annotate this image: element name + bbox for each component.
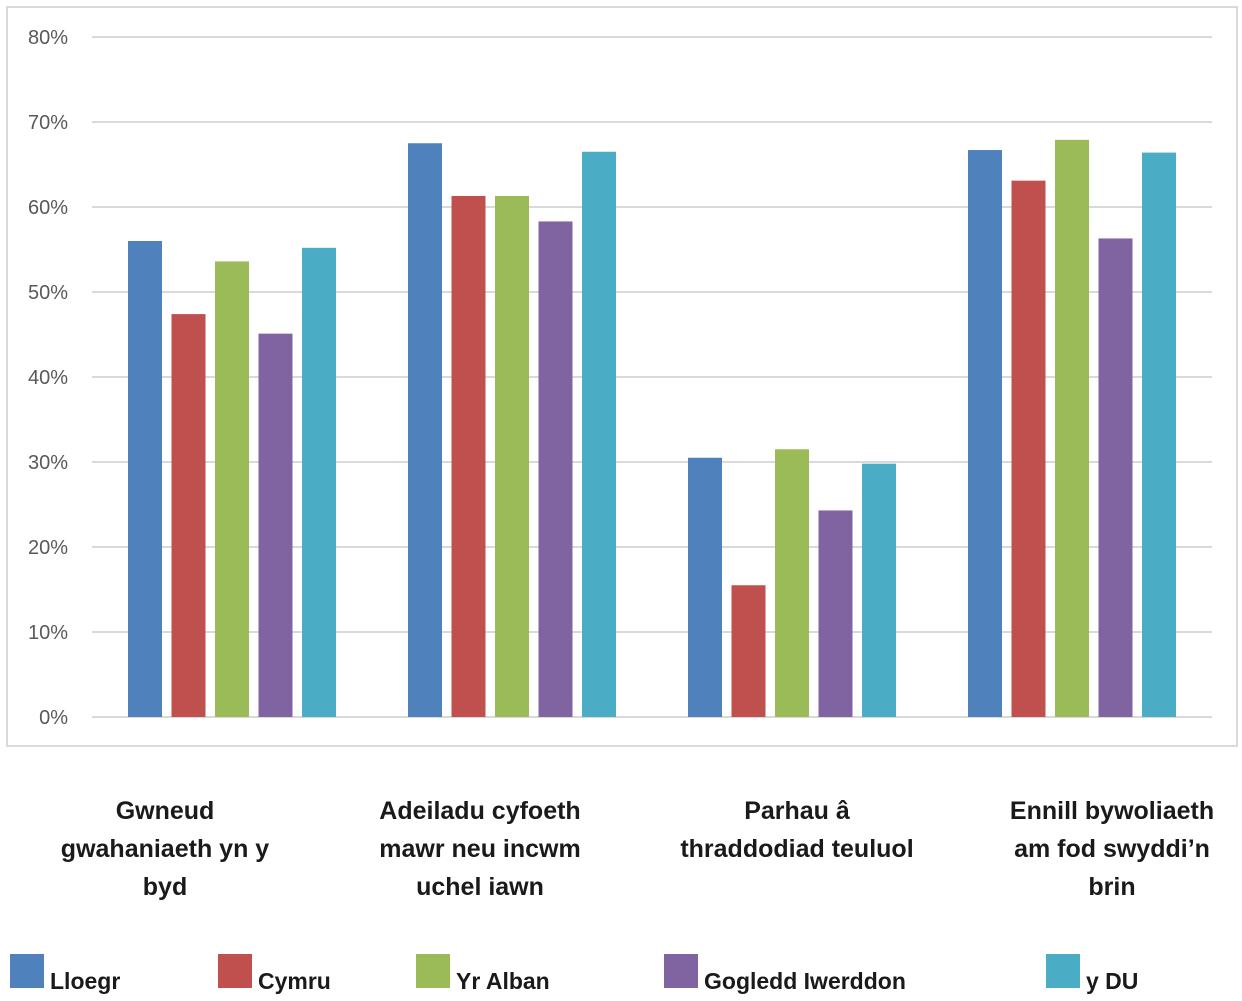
category-label-line: Gwneud bbox=[115, 797, 215, 825]
category-label-line: mawr neu incwm bbox=[379, 835, 581, 863]
legend-label: Yr Alban bbox=[456, 968, 550, 994]
bar bbox=[451, 195, 486, 717]
y-tick-label: 40% bbox=[28, 367, 68, 389]
legend-swatch bbox=[664, 954, 698, 988]
legend-swatch bbox=[1046, 954, 1080, 988]
y-tick-label: 50% bbox=[28, 282, 68, 304]
bar bbox=[258, 333, 293, 717]
bar bbox=[538, 221, 573, 717]
category-label: Gwneud gwahaniaeth yn y byd bbox=[30, 792, 300, 906]
bar bbox=[1055, 139, 1089, 718]
bar bbox=[171, 314, 206, 717]
bar bbox=[302, 247, 336, 718]
legend-label: Gogledd Iwerddon bbox=[704, 968, 906, 994]
category-label: Adeiladu cyfoeth mawr neu incwm uchel iawn bbox=[345, 792, 615, 906]
legend-label: Lloegr bbox=[50, 968, 121, 994]
bar bbox=[688, 457, 722, 717]
bar-chart-plot: 0% 10% 20% 30% 40% 50% 60% 70% 80% bbox=[28, 27, 1212, 729]
bar bbox=[128, 241, 162, 717]
legend-label: Cymru bbox=[258, 968, 331, 994]
category-label: Parhau â thraddodiad teuluol bbox=[662, 792, 932, 868]
y-tick-label: 30% bbox=[28, 452, 68, 474]
category-label-line: brin bbox=[1088, 873, 1136, 901]
legend-label: y DU bbox=[1086, 968, 1139, 994]
category-label-line: thraddodiad teuluol bbox=[680, 835, 914, 863]
bar bbox=[862, 463, 896, 717]
bar bbox=[968, 150, 1002, 718]
y-tick-label: 70% bbox=[28, 112, 68, 134]
legend-swatch bbox=[416, 954, 450, 988]
bar bbox=[731, 585, 766, 717]
y-tick-label: 10% bbox=[28, 622, 68, 644]
bar bbox=[408, 143, 442, 717]
category-label-line: Ennill bywoliaeth bbox=[1009, 797, 1215, 825]
bar bbox=[775, 449, 809, 717]
legend-swatch bbox=[10, 954, 44, 988]
y-axis-ticks: 0% 10% 20% 30% 40% 50% 60% 70% 80% bbox=[28, 27, 68, 729]
y-tick-label: 60% bbox=[28, 197, 68, 219]
bar bbox=[1098, 238, 1133, 717]
y-tick-label: 0% bbox=[39, 707, 68, 729]
y-tick-label: 80% bbox=[28, 27, 68, 49]
category-label-line: Adeiladu cyfoeth bbox=[379, 797, 581, 825]
bars bbox=[128, 139, 1176, 718]
bar bbox=[818, 510, 853, 717]
bar bbox=[495, 195, 529, 717]
legend-swatch bbox=[218, 954, 252, 988]
bar bbox=[1011, 180, 1046, 717]
category-label: Ennill bywoliaeth am fod swyddi’n brin bbox=[977, 792, 1242, 906]
category-label-line: Parhau â bbox=[744, 797, 850, 825]
bar bbox=[582, 151, 616, 717]
category-label-line: byd bbox=[142, 873, 188, 901]
bar bbox=[215, 261, 249, 717]
bar bbox=[1142, 152, 1176, 718]
category-label-line: am fod swyddi’n bbox=[1014, 835, 1210, 863]
category-label-line: gwahaniaeth yn y bbox=[60, 835, 270, 863]
y-tick-label: 20% bbox=[28, 537, 68, 559]
category-label-line: uchel iawn bbox=[416, 873, 544, 901]
